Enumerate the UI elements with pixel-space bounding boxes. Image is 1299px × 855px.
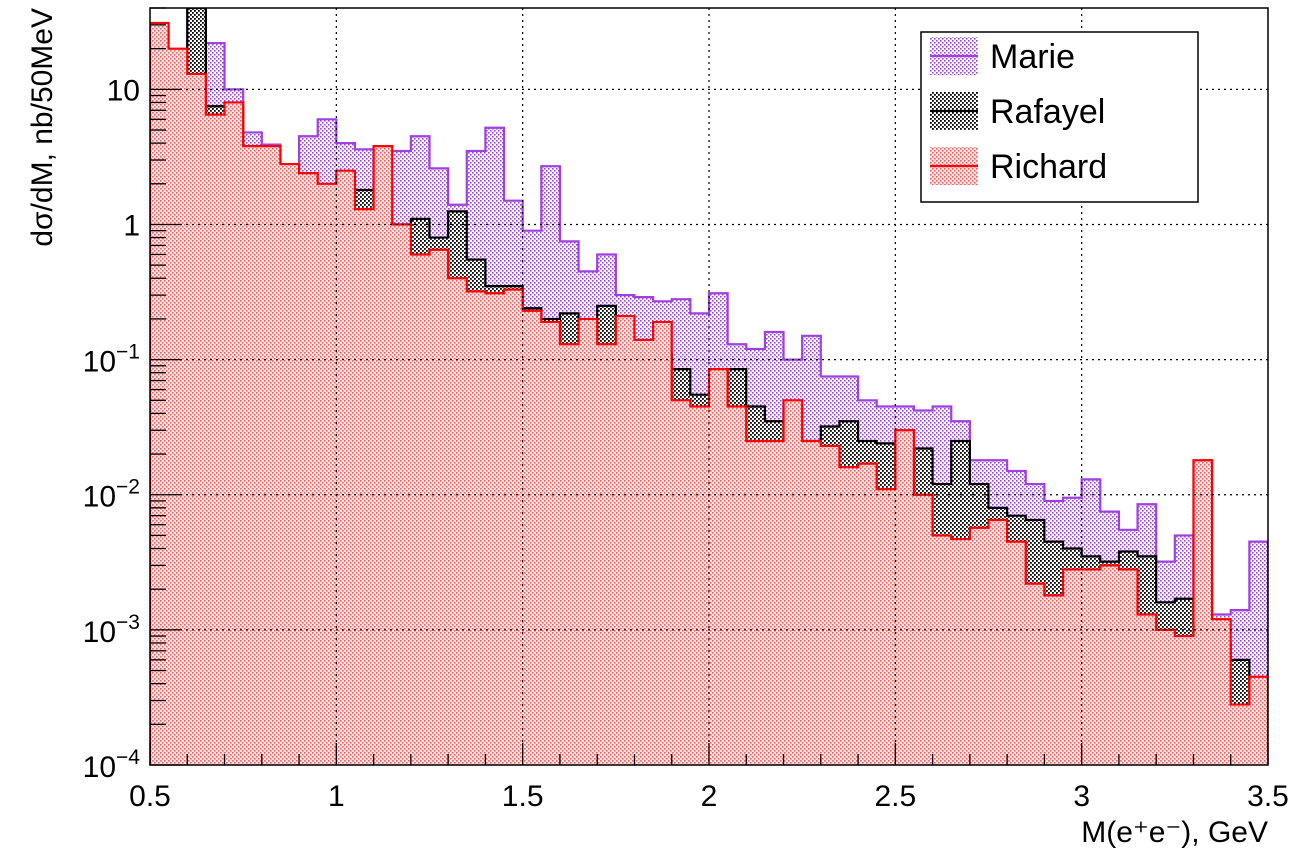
legend-item-richard: Richard — [930, 147, 1107, 186]
grid-layer — [150, 8, 1268, 765]
y-tick-label: 1 — [123, 209, 140, 242]
bin-rafayel — [1268, 671, 1287, 765]
legend-label: Richard — [990, 148, 1107, 186]
x-tick-label: 2 — [701, 780, 718, 813]
labels-layer: 0.5 1 1.5 2 2.5 3 3.5 10−4 10−3 10−2 10−1 1 10 — [83, 74, 1289, 813]
x-tick-label: 3.5 — [1247, 780, 1289, 813]
bin-marie — [1268, 660, 1287, 765]
x-tick-label: 1 — [328, 780, 345, 813]
ticks-layer — [149, 7, 1269, 766]
legend-label: Rafayel — [990, 93, 1105, 131]
x-axis-title: M(e⁺e⁻), GeV — [1081, 816, 1268, 849]
x-tick-label: 3 — [1073, 780, 1090, 813]
line-marie — [150, 8, 1268, 765]
y-tick-label: 10−3 — [83, 611, 140, 649]
y-tick-label: 10 — [107, 74, 140, 107]
legend: Marie Rafayel Richard — [920, 31, 1199, 203]
legend-item-rafayel: Rafayel — [930, 92, 1105, 131]
y-tick-label: 10−2 — [83, 476, 140, 514]
legend-label: Marie — [990, 38, 1075, 76]
bin-richard — [1268, 750, 1287, 765]
y-tick-label: 10−4 — [83, 746, 141, 784]
x-tick-label: 1.5 — [502, 780, 544, 813]
x-tick-label: 0.5 — [129, 780, 171, 813]
legend-item-marie: Marie — [930, 37, 1075, 76]
x-tick-label: 2.5 — [874, 780, 916, 813]
y-tick-label: 10−1 — [83, 341, 140, 379]
y-axis-title: dσ/dM, nb/50MeV — [26, 8, 59, 247]
